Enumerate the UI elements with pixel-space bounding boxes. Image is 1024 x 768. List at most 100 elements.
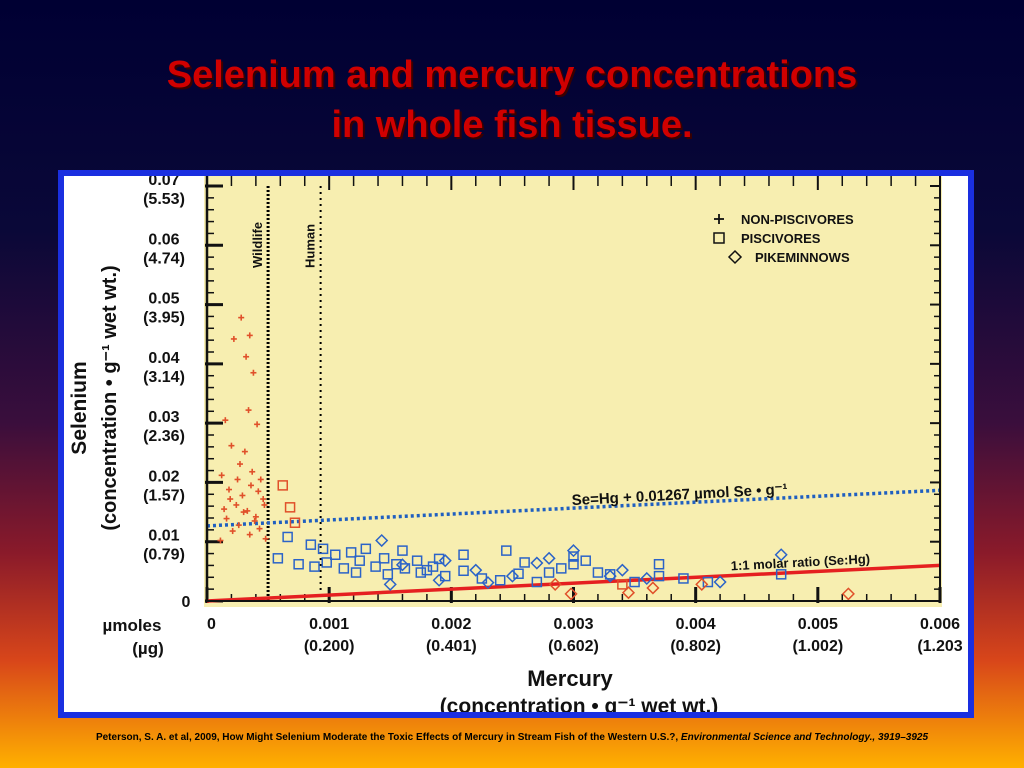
x-tick-label: 0: [207, 616, 216, 633]
point-piscivore: [284, 502, 296, 513]
y-tick-label: 0.06: [148, 231, 179, 248]
point-pikeminnow: [566, 544, 581, 558]
point-piscivore: [415, 567, 427, 578]
point-pikeminnow: [375, 533, 389, 548]
point-non-piscivore: [256, 525, 263, 532]
point-pikeminnow: [695, 577, 709, 591]
point-non-piscivore: [230, 335, 237, 342]
x-tick-label: 0.005: [798, 616, 838, 633]
point-non-piscivore: [246, 332, 253, 339]
point-pikeminnow: [395, 558, 410, 572]
point-pikeminnow: [646, 581, 660, 595]
x-tick-label: 0.006: [920, 616, 960, 633]
x-tick-label: 0.002: [431, 616, 471, 633]
point-piscivore: [321, 557, 332, 568]
chart-frame: Wildlife Human 0 0.01 (0.79) 0.02 (1.57) 0.03 (…: [58, 170, 974, 718]
x-tick-label-ug: (1.203: [917, 638, 962, 655]
point-piscivore: [397, 545, 408, 556]
point-piscivore: [568, 558, 579, 570]
slide-title-line-2: in whole fish tissue.: [331, 104, 693, 146]
y-tick-label-ug: (3.14): [143, 369, 185, 386]
point-piscivore: [433, 553, 445, 565]
point-piscivore: [678, 573, 689, 584]
point-non-piscivore: [235, 522, 242, 529]
point-pikeminnow: [548, 577, 562, 591]
point-pikeminnow: [530, 556, 544, 570]
point-non-piscivore: [250, 369, 257, 376]
x-tick-label: 0.004: [676, 616, 716, 633]
point-non-piscivore: [229, 528, 236, 535]
point-piscivore: [568, 551, 579, 562]
point-piscivore: [653, 570, 665, 582]
legend-label: PIKEMINNOWS: [755, 250, 850, 265]
point-piscivore: [653, 558, 665, 570]
point-pikeminnow: [505, 569, 519, 583]
point-piscivore: [338, 563, 350, 574]
point-non-piscivore: [261, 501, 268, 508]
x-tick-label: 0.001: [309, 616, 349, 633]
units-label-ug: (µg): [132, 639, 164, 658]
point-pikeminnow: [774, 548, 788, 562]
x-axis-subtitle: (concentration • g⁻¹ wet wt.): [440, 695, 719, 712]
y-tick-label-ug: (4.74): [143, 250, 185, 267]
y-tick-label: 0.05: [148, 291, 179, 308]
point-non-piscivore: [260, 496, 267, 503]
point-non-piscivore: [252, 513, 259, 520]
legend-diamond: [727, 249, 743, 265]
y-tick-label: 0.01: [148, 528, 179, 545]
point-non-piscivore: [243, 353, 250, 360]
legend-label: NON-PISCIVORES: [741, 212, 854, 227]
point-pikeminnow: [469, 563, 483, 577]
point-pikeminnow: [621, 586, 636, 600]
point-piscivore: [458, 549, 469, 561]
point-non-piscivore: [228, 442, 235, 449]
molar-ratio-label: 1:1 molar ratio (Se:Hg): [730, 551, 870, 573]
point-piscivore: [305, 539, 317, 550]
plot-background: [204, 176, 942, 607]
legend-square: [713, 232, 725, 244]
point-non-piscivore: [262, 535, 269, 542]
point-piscivore: [309, 561, 320, 572]
point-non-piscivore: [245, 407, 252, 414]
citation-journal: Environmental Science and Technology., 3…: [680, 732, 929, 743]
point-pikeminnow: [603, 569, 617, 583]
regression-line: [206, 488, 941, 528]
point-non-piscivore: [257, 476, 264, 483]
point-piscivore: [345, 547, 357, 558]
point-pikeminnow: [615, 563, 629, 577]
point-piscivore: [531, 576, 543, 588]
point-piscivore: [378, 553, 390, 564]
point-non-piscivore: [227, 496, 234, 503]
point-piscivore: [360, 543, 372, 555]
y-tick-label-ug: (1.57): [143, 487, 185, 504]
point-non-piscivore: [255, 488, 262, 495]
legend-label: PISCIVORES: [741, 231, 821, 246]
x-axis-title: Mercury: [527, 666, 613, 691]
y-tick-label: 0.02: [148, 468, 179, 485]
y-axis-subtitle: (concentration • g⁻¹ wet wt.): [99, 265, 121, 530]
point-piscivore: [317, 543, 329, 555]
point-non-piscivore: [240, 509, 247, 516]
point-piscivore: [370, 561, 381, 572]
point-non-piscivore: [247, 482, 254, 489]
point-piscivore: [519, 557, 530, 568]
point-non-piscivore: [254, 421, 261, 428]
y-tick-label: 0.04: [148, 350, 179, 367]
point-non-piscivore: [246, 531, 253, 538]
point-piscivore: [501, 545, 512, 556]
point-non-piscivore: [251, 517, 258, 524]
chart-panel: Wildlife Human 0 0.01 (0.79) 0.02 (1.57) 0.03 (…: [64, 176, 968, 712]
point-non-piscivore: [234, 476, 241, 483]
point-piscivore: [289, 517, 301, 528]
point-pikeminnow: [383, 577, 397, 591]
scatter-chart: Wildlife Human 0 0.01 (0.79) 0.02 (1.57) 0.03 (…: [68, 176, 963, 712]
point-piscivore: [580, 555, 591, 566]
point-piscivore: [330, 549, 341, 561]
point-non-piscivore: [223, 515, 230, 522]
point-piscivore: [702, 576, 714, 588]
point-non-piscivore: [218, 472, 225, 479]
point-piscivore: [494, 575, 506, 586]
point-piscivore: [293, 558, 304, 570]
point-pikeminnow: [564, 587, 578, 601]
point-pikeminnow: [432, 573, 446, 587]
